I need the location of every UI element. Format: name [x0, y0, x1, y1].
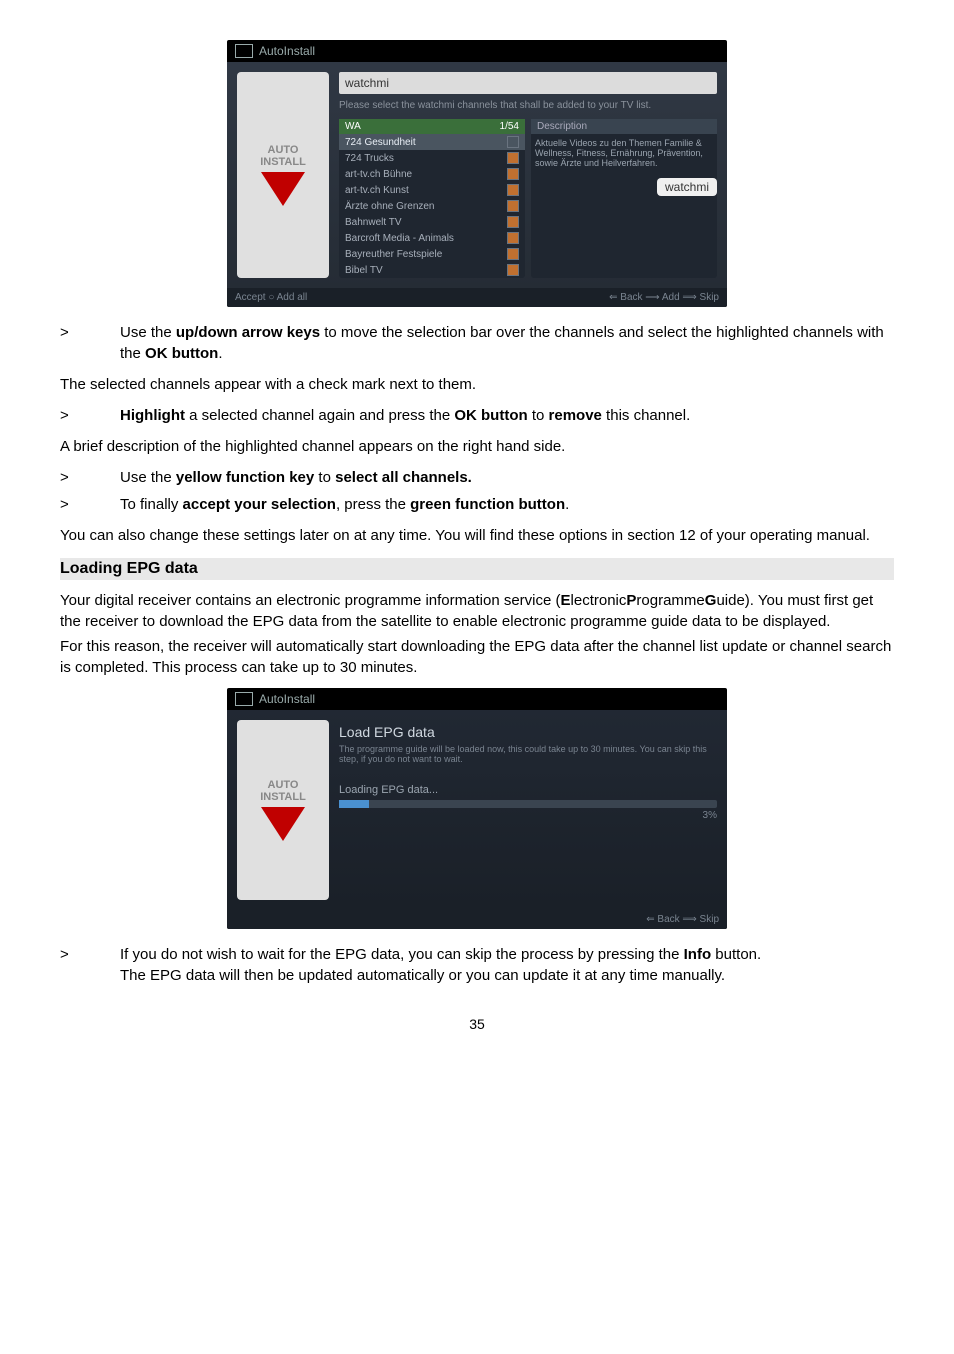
- checkbox-icon[interactable]: [507, 200, 519, 212]
- channel-row[interactable]: 724 Trucks: [339, 150, 525, 166]
- bullet-marker: >: [60, 322, 120, 364]
- progress-pct: 3%: [339, 810, 717, 821]
- progress-fill: [339, 800, 369, 808]
- channel-row[interactable]: art-tv.ch Kunst: [339, 182, 525, 198]
- channel-row[interactable]: Bibel TV: [339, 262, 525, 278]
- footer-right[interactable]: ⇐ Back ⟶ Add ⟹ Skip: [609, 292, 719, 303]
- auto-install-badge: AUTOINSTALL: [237, 720, 329, 900]
- instruction-line: > Use the yellow function key to select …: [60, 467, 894, 488]
- checkbox-icon[interactable]: [507, 232, 519, 244]
- loading-label: Loading EPG data...: [339, 784, 717, 796]
- checkbox-icon[interactable]: [507, 136, 519, 148]
- list-header: WA 1/54: [339, 119, 525, 134]
- tv-icon: [235, 44, 253, 58]
- checkbox-icon[interactable]: [507, 264, 519, 276]
- description-panel: Description Aktuelle Videos zu den Theme…: [531, 119, 717, 278]
- watchmi-badge: watchmi: [657, 178, 717, 196]
- instruction-line: > Highlight a selected channel again and…: [60, 405, 894, 426]
- channel-list[interactable]: WA 1/54 724 Gesundheit724 Trucksart-tv.c…: [339, 119, 525, 278]
- window-title: AutoInstall: [259, 692, 315, 706]
- tv-icon: [235, 692, 253, 706]
- window-titlebar: AutoInstall: [227, 40, 727, 62]
- screenshot-autoinstall-watchmi: AutoInstall AUTOINSTALL watchmi Please s…: [227, 40, 727, 307]
- channel-row[interactable]: Ärzte ohne Grenzen: [339, 198, 525, 214]
- panel-right: watchmi Please select the watchmi channe…: [339, 72, 717, 278]
- description-header: Description: [531, 119, 717, 134]
- checkbox-icon[interactable]: [507, 152, 519, 164]
- checkbox-icon[interactable]: [507, 216, 519, 228]
- body-paragraph: A brief description of the highlighted c…: [60, 436, 894, 457]
- checkbox-icon[interactable]: [507, 248, 519, 260]
- red-triangle-icon: [261, 807, 305, 841]
- panel-heading: watchmi: [339, 72, 717, 94]
- window-footer: ⇐ Back ⟹ Skip: [227, 910, 727, 929]
- auto-install-badge: AUTOINSTALL: [237, 72, 329, 278]
- footer-left[interactable]: Accept ○ Add all: [235, 292, 307, 303]
- body-paragraph: You can also change these settings later…: [60, 525, 894, 546]
- panel-right: Load EPG data The programme guide will b…: [339, 720, 717, 900]
- bullet-marker: >: [60, 494, 120, 515]
- epg-heading: Load EPG data: [339, 720, 717, 744]
- page-number: 35: [60, 1016, 894, 1032]
- auto-label: AUTOINSTALL: [260, 144, 306, 168]
- bullet-marker: >: [60, 405, 120, 426]
- progress-bar: [339, 800, 717, 808]
- body-paragraph: For this reason, the receiver will autom…: [60, 636, 894, 678]
- window-footer: Accept ○ Add all ⇐ Back ⟶ Add ⟹ Skip: [227, 288, 727, 307]
- channel-row[interactable]: art-tv.ch Bühne: [339, 166, 525, 182]
- page: AutoInstall AUTOINSTALL watchmi Please s…: [0, 0, 954, 1072]
- footer-right[interactable]: ⇐ Back ⟹ Skip: [646, 914, 719, 925]
- window-body: AUTOINSTALL watchmi Please select the wa…: [227, 62, 727, 288]
- channel-row[interactable]: Bayreuther Festspiele: [339, 246, 525, 262]
- epg-text: The programme guide will be loaded now, …: [339, 744, 717, 764]
- instruction-line: > If you do not wish to wait for the EPG…: [60, 944, 894, 986]
- window-titlebar: AutoInstall: [227, 688, 727, 710]
- auto-label: AUTOINSTALL: [260, 779, 306, 803]
- channel-row[interactable]: Bahnwelt TV: [339, 214, 525, 230]
- channel-columns: WA 1/54 724 Gesundheit724 Trucksart-tv.c…: [339, 119, 717, 278]
- bullet-marker: >: [60, 467, 120, 488]
- screenshot-autoinstall-epg: AutoInstall AUTOINSTALL Load EPG data Th…: [227, 688, 727, 929]
- window-title: AutoInstall: [259, 44, 315, 58]
- channel-row[interactable]: Barcroft Media - Animals: [339, 230, 525, 246]
- body-paragraph: Your digital receiver contains an electr…: [60, 590, 894, 632]
- description-text: Aktuelle Videos zu den Themen Familie & …: [531, 134, 717, 172]
- instruction-line: > To finally accept your selection, pres…: [60, 494, 894, 515]
- panel-subtext: Please select the watchmi channels that …: [339, 100, 717, 111]
- checkbox-icon[interactable]: [507, 168, 519, 180]
- instruction-line: > Use the up/down arrow keys to move the…: [60, 322, 894, 364]
- checkbox-icon[interactable]: [507, 184, 519, 196]
- red-triangle-icon: [261, 172, 305, 206]
- bullet-marker: >: [60, 944, 120, 986]
- window-body: AUTOINSTALL Load EPG data The programme …: [227, 710, 727, 910]
- channel-row[interactable]: 724 Gesundheit: [339, 134, 525, 150]
- section-heading: Loading EPG data: [60, 558, 894, 580]
- body-paragraph: The selected channels appear with a chec…: [60, 374, 894, 395]
